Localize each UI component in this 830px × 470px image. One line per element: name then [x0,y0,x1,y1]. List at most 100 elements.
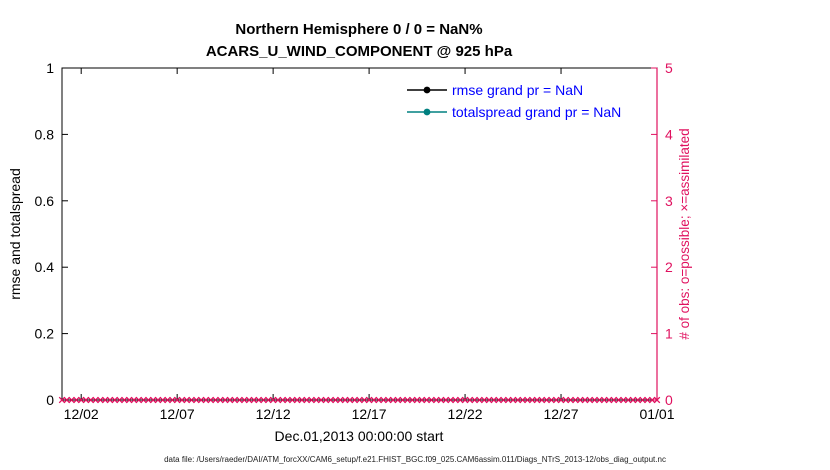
obs-x-marker [77,396,85,404]
chart-title-line2: ACARS_U_WIND_COMPONENT @ 925 hPa [206,43,513,60]
obs-x-marker [260,396,267,404]
obs-x-marker [116,396,123,404]
obs-x-marker [207,396,215,404]
obs-x-marker [514,396,522,404]
obs-x-marker [389,396,397,404]
obs-x-marker [552,396,560,404]
legend-label-rmse: rmse grand pr = NaN [452,82,583,98]
obs-x-marker [548,396,555,404]
obs-x-marker [404,396,411,404]
obs-x-marker [106,396,114,404]
obs-x-marker [399,396,406,404]
obs-x-marker [519,396,526,404]
obs-x-marker [183,396,191,404]
left-tick-label: 0.8 [35,126,55,142]
obs-x-marker [351,396,358,404]
obs-x-marker [236,396,243,404]
obs-x-marker [154,396,162,404]
obs-x-marker [629,396,637,404]
obs-x-marker [82,396,90,404]
obs-x-marker [471,396,478,404]
obs-x-marker [375,396,382,404]
obs-x-marker [356,396,363,404]
obs-x-marker [433,396,440,404]
obs-x-marker [624,396,632,404]
obs-x-marker [284,396,291,404]
obs-x-marker [615,396,622,404]
obs-x-marker [197,396,205,404]
obs-x-marker [217,396,224,404]
legend-sample-marker [423,86,431,94]
obs-x-marker [322,396,330,404]
obs-x-marker [221,396,229,404]
obs-x-marker [279,396,286,404]
obs-x-marker [361,396,368,404]
obs-x-marker [562,396,570,404]
left-tick-label: 0.4 [35,259,55,275]
obs-x-marker [101,396,109,404]
obs-x-marker [600,396,608,404]
obs-x-marker [528,396,536,404]
obs-x-marker [121,396,128,404]
right-tick-label: 0 [665,392,673,408]
obs-x-marker [394,396,402,404]
obs-x-marker [418,396,426,404]
x-tick-label: 12/07 [160,406,195,422]
obs-x-marker [557,396,565,404]
obs-x-marker [308,396,315,404]
left-tick-label: 0 [46,392,54,408]
obs-x-marker [423,396,430,404]
obs-x-marker [500,396,507,404]
obs-x-marker [130,396,138,404]
obs-x-marker [480,396,488,404]
obs-x-marker [572,396,579,404]
obs-x-marker [255,396,262,404]
data-file-caption: data file: /Users/raeder/DAI/ATM_forcXX/… [164,455,666,464]
obs-x-marker [125,396,133,404]
obs-x-marker [111,396,119,404]
obs-x-marker [538,396,546,404]
right-tick-label: 5 [665,60,673,76]
obs-x-marker [485,396,493,404]
obs-x-marker [169,396,176,404]
obs-x-marker [634,396,642,404]
obs-x-marker [97,396,104,404]
obs-x-marker [164,396,171,404]
left-y-axis-label: rmse and totalspread [7,168,23,300]
obs-x-marker [293,396,301,404]
obs-x-marker [73,396,80,404]
obs-x-marker [380,396,387,404]
obs-x-marker [605,396,613,404]
obs-x-marker [145,396,152,404]
obs-x-marker [442,396,450,404]
obs-x-marker [231,396,239,404]
obs-x-marker [576,396,584,404]
obs-x-marker [543,396,550,404]
legend-label-totalspread: totalspread grand pr = NaN [452,104,621,120]
obs-x-marker [173,396,181,404]
plot-area [61,67,658,401]
x-tick-label: 12/17 [352,406,387,422]
obs-x-marker [509,396,517,404]
x-axis-label: Dec.01,2013 00:00:00 start [275,428,444,444]
chart-title-line1: Northern Hemisphere 0 / 0 = NaN% [235,21,482,38]
obs-x-marker [413,396,421,404]
obs-x-marker [457,396,464,404]
obs-x-marker [610,396,618,404]
obs-x-marker [178,396,186,404]
obs-x-marker [313,396,320,404]
legend-sample-marker [423,108,431,116]
obs-x-marker [476,396,483,404]
obs-x-marker [639,396,646,404]
obs-x-marker [337,396,344,404]
obs-x-marker [533,396,541,404]
obs-x-marker [212,396,219,404]
obs-x-marker [250,396,258,404]
obs-x-marker [135,396,143,404]
obs-x-marker [567,396,574,404]
x-tick-label: 12/02 [64,406,99,422]
obs-x-marker [327,396,334,404]
obs-x-marker [63,396,71,404]
obs-x-marker [140,396,147,404]
